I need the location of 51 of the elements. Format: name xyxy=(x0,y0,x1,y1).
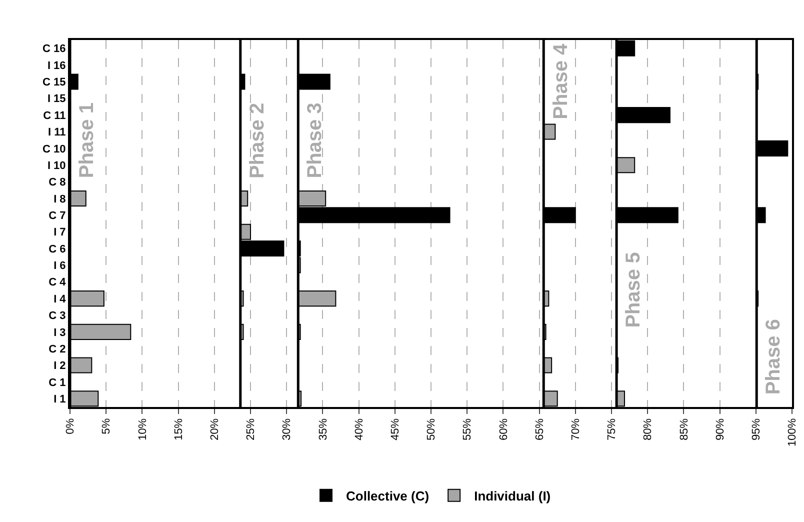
y-tick-label: I 4 xyxy=(54,293,67,306)
ref-line-label: Phase 2 xyxy=(246,102,268,178)
x-tick-label: 70% xyxy=(570,418,582,440)
x-tick-label: 40% xyxy=(353,418,366,440)
x-tick-label: 100% xyxy=(786,418,799,447)
x-tick-label: 5% xyxy=(100,418,113,434)
legend-label: Individual (I) xyxy=(474,488,551,504)
x-tick-label: 50% xyxy=(426,418,438,440)
y-tick-label: I 8 xyxy=(54,193,66,206)
y-tick-label: C 8 xyxy=(48,176,66,189)
x-tick-label: 55% xyxy=(462,418,474,440)
y-tick-label: C 11 xyxy=(43,110,66,122)
y-tick-label: I 1 xyxy=(54,394,66,406)
x-tick-label: 25% xyxy=(245,418,258,440)
x-tick-label: 45% xyxy=(389,418,402,440)
x-tick-label: 80% xyxy=(642,418,654,440)
y-tick-label: C 3 xyxy=(48,310,66,322)
x-tick-label: 95% xyxy=(750,418,762,440)
x-tick-label: 15% xyxy=(172,418,185,440)
x-tick-label: 85% xyxy=(678,418,690,440)
ref-line-label: Phase 4 xyxy=(550,42,572,120)
x-tick-label: 20% xyxy=(208,418,221,440)
y-tick-label: I 3 xyxy=(54,326,66,339)
y-tick-label: C 10 xyxy=(42,143,66,156)
x-tick-label: 90% xyxy=(714,418,726,440)
y-tick-label: I 16 xyxy=(47,60,66,72)
y-tick-label: C 2 xyxy=(48,343,66,356)
x-tick-label: 35% xyxy=(317,418,330,440)
y-tick-label: C 1 xyxy=(48,376,66,389)
x-tick-label: 0% xyxy=(64,418,77,434)
ref-line-label: Phase 6 xyxy=(762,318,785,395)
x-tick-label: 10% xyxy=(136,418,149,440)
x-tick-label: 30% xyxy=(281,418,294,440)
x-tick-label: 65% xyxy=(534,418,546,440)
x-tick-label: 75% xyxy=(606,418,618,440)
x-tick-label: 60% xyxy=(498,418,510,440)
ref-line-label: Phase 1 xyxy=(76,102,98,178)
y-tick-label: I 6 xyxy=(54,260,66,272)
ref-line-label: Phase 3 xyxy=(304,102,326,178)
y-tick-label: C 15 xyxy=(42,76,66,89)
y-tick-label: I 2 xyxy=(54,360,66,372)
y-tick-label: C 6 xyxy=(48,243,66,256)
y-tick-label: C 4 xyxy=(48,276,67,289)
y-tick-label: I 15 xyxy=(47,93,66,106)
y-tick-label: I 7 xyxy=(54,226,66,239)
legend-label: Collective (C) xyxy=(346,488,430,504)
y-tick-label: I 11 xyxy=(48,126,66,139)
y-tick-label: C 16 xyxy=(42,43,66,56)
y-tick-label: C 7 xyxy=(48,210,66,222)
ref-line-label: Phase 5 xyxy=(622,252,644,328)
y-tick-label: I 10 xyxy=(47,160,66,172)
